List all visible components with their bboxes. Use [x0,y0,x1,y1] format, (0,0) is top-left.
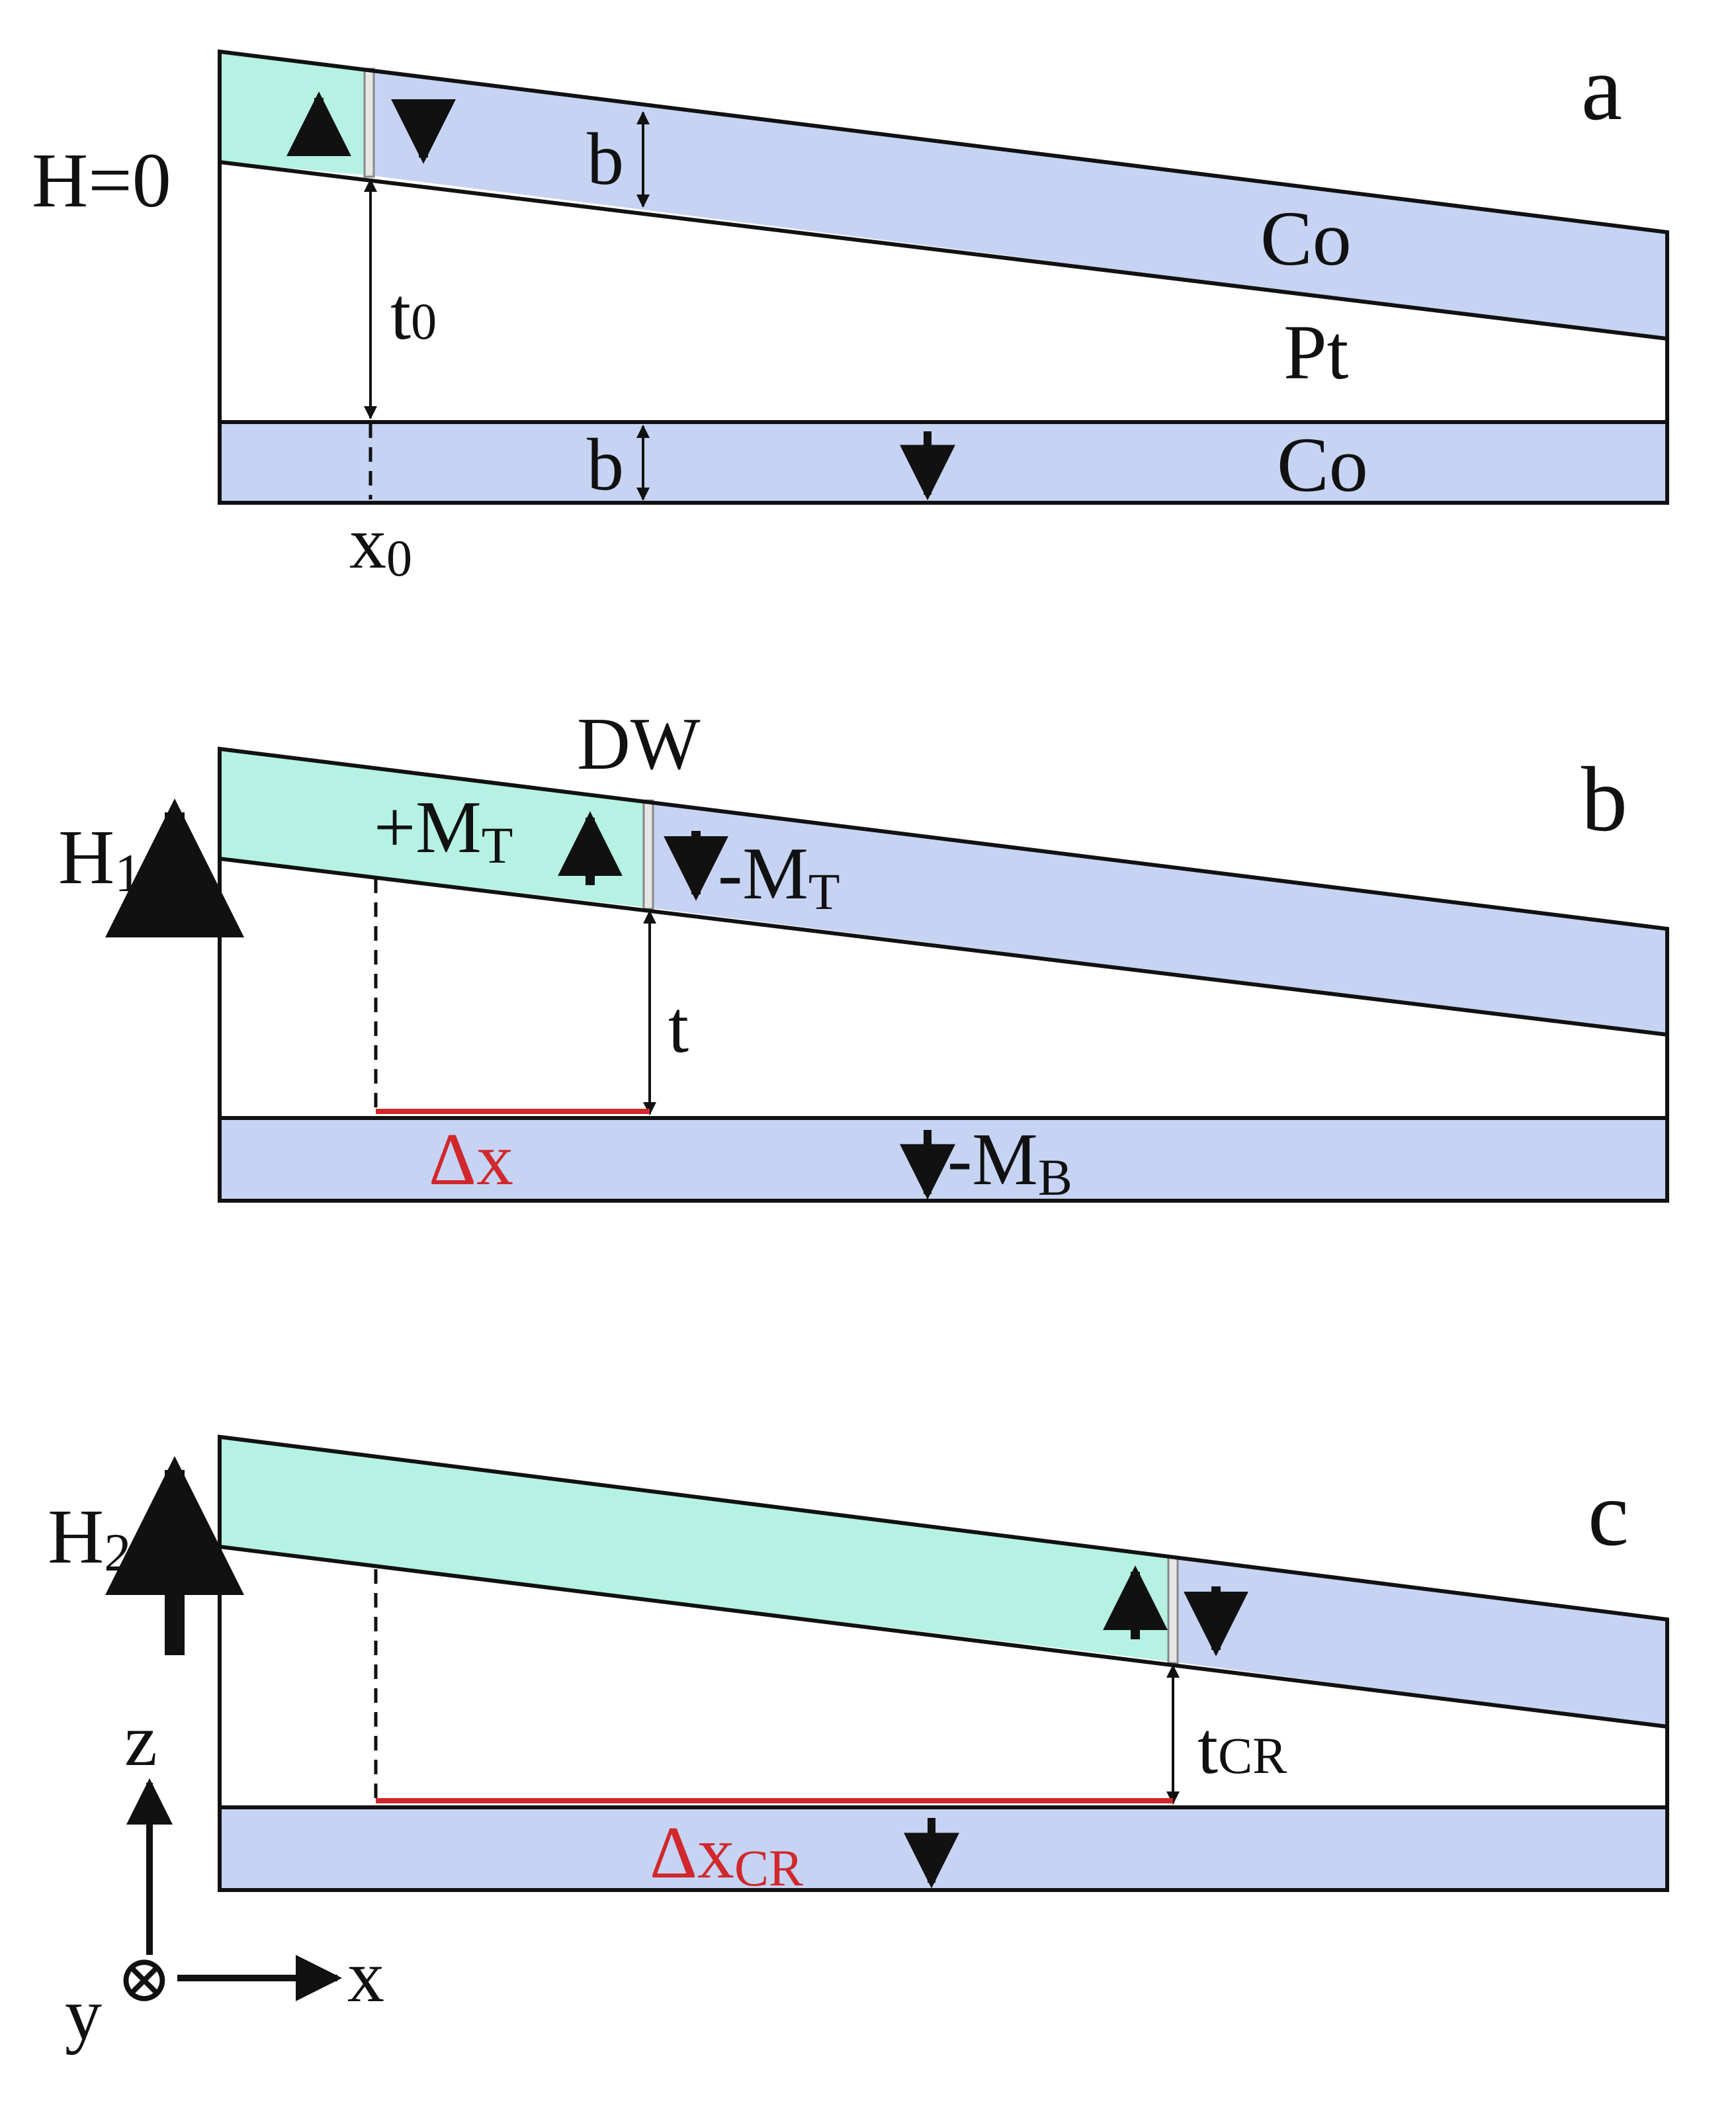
bottom-layer-material: Co [1277,421,1368,508]
y-axis-label: y [65,1973,102,2055]
coordinate-axes: z x ⊗ y [65,1700,384,2055]
panel-c: c H2 tCR ΔxCR [48,1434,1669,1897]
top-co-layer-up-domain [220,1437,1173,1662]
panel-b: DW b H1 +MT -MT t Δx -MB [58,703,1669,1206]
gap-tcr-label: tCR [1197,1707,1287,1789]
panel-a: b t0 H=0 a Co Pt b Co x0 [32,37,1669,587]
displacement-label: ΔxCR [650,1812,803,1897]
z-axis-label: z [124,1700,157,1782]
domain-wall [1167,1556,1179,1664]
top-co-layer-down-domain [648,802,1667,1035]
top-layer-material: Co [1260,195,1352,282]
field-label-b: H1 [58,814,142,903]
bottom-co-layer [218,420,1669,505]
thickness-b-label: b [587,118,624,200]
gap-t-label: t [668,986,689,1068]
y-axis-symbol: ⊗ [116,1942,172,2016]
gap-t0-label: t0 [390,273,437,355]
domain-wall [363,67,375,178]
magnetization-up-label: +MT [374,787,513,874]
panel-label-b: b [1581,748,1628,851]
bottom-magnetization-label: -MB [947,1119,1072,1206]
panel-label-a: a [1581,37,1622,140]
position-x0-label: x0 [349,502,412,587]
spacer-material: Pt [1283,309,1349,396]
field-label-c: H2 [48,1493,131,1582]
panel-label-c: c [1588,1463,1629,1565]
top-co-layer-down-domain [1173,1559,1667,1727]
magnetization-down-label: -MT [718,833,840,920]
x-axis-label: x [347,1936,384,2018]
domain-wall-label: DW [577,703,701,785]
field-label-a: H=0 [32,137,171,224]
thickness-b-bottom-label: b [587,424,624,506]
domain-wall [642,799,654,910]
top-co-layer-down-domain [369,70,1667,339]
displacement-label: Δx [429,1119,513,1201]
top-co-layer-up-domain [220,52,369,175]
bottom-co-layer [218,1805,1669,1892]
